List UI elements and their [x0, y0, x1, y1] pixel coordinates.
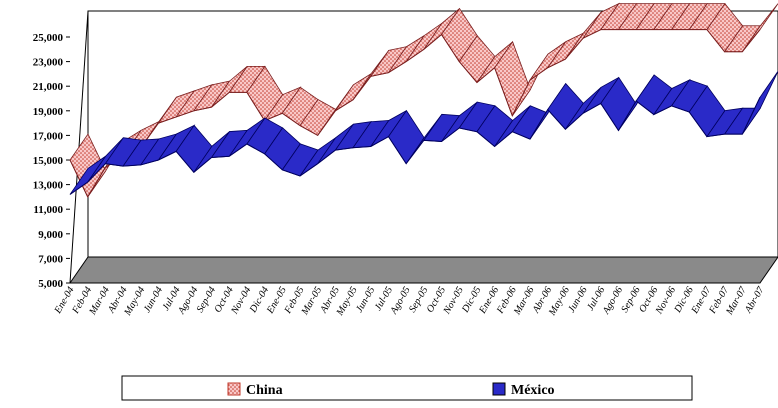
y-tick-label: 17,000 — [33, 130, 64, 142]
y-tick-label: 7,000 — [38, 253, 63, 265]
x-tick-label: Abr-07 — [743, 284, 768, 316]
series-line-mexico — [69, 97, 761, 195]
y-tick-label: 19,000 — [33, 106, 64, 118]
y-tick-label: 13,000 — [33, 180, 64, 192]
y-tick-label: 15,000 — [33, 155, 64, 167]
legend-swatch-china — [227, 382, 241, 396]
floor-panel — [69, 256, 778, 284]
plot-floor — [69, 256, 778, 284]
legend-box — [121, 375, 693, 401]
legend-label-mexico: México — [511, 383, 555, 398]
series-mexico — [69, 71, 778, 195]
y-tick-label: 5,000 — [38, 278, 63, 290]
series-line-china — [69, 29, 761, 198]
y-axis: 5,000 7,000 9,000 11,000 13,000 15,000 17,000 1… — [33, 10, 89, 290]
y-tick-label: 23,000 — [33, 57, 64, 69]
series-layer — [69, 2, 778, 198]
legend-swatch-mexico — [492, 382, 506, 396]
legend-label-china: China — [246, 383, 283, 398]
legend: China México — [121, 375, 693, 401]
x-axis: Ene-04Feb-04Mar-04Abr-04May-04Jun-04Jul-… — [52, 282, 768, 318]
y-tick-label: 9,000 — [38, 229, 63, 241]
y-tick-label: 11,000 — [33, 204, 63, 216]
y-tick-label: 25,000 — [33, 32, 64, 44]
y-tick-label: 21,000 — [33, 81, 64, 93]
